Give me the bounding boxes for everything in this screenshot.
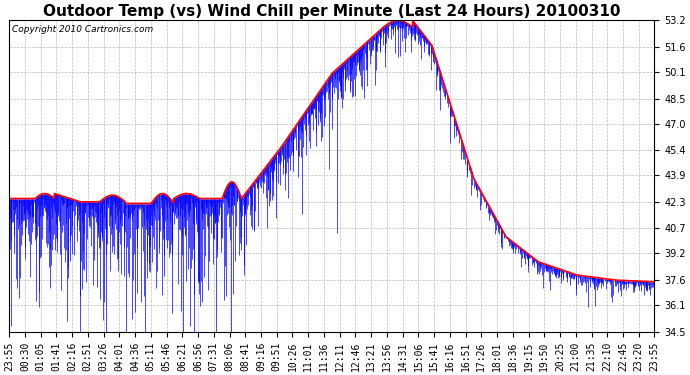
Text: Copyright 2010 Cartronics.com: Copyright 2010 Cartronics.com: [12, 25, 154, 34]
Title: Outdoor Temp (vs) Wind Chill per Minute (Last 24 Hours) 20100310: Outdoor Temp (vs) Wind Chill per Minute …: [43, 4, 620, 19]
